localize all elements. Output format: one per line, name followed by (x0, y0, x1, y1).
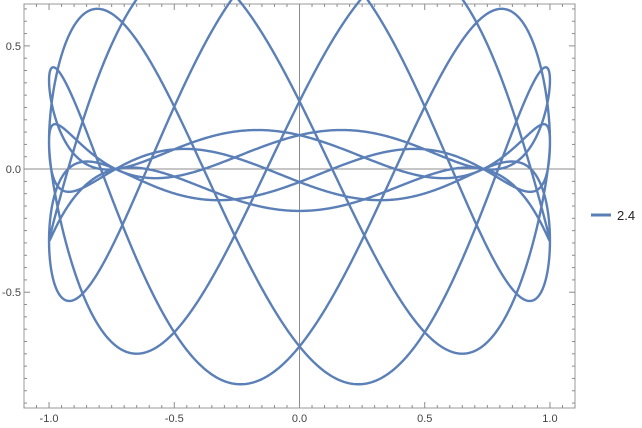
x-tick-label: 0.0 (292, 413, 307, 425)
axis-ticks (23, 4, 576, 408)
legend-label-2-4: 2.4 (617, 208, 635, 223)
x-tick-label: -1.0 (40, 413, 59, 425)
series-group (47, 0, 552, 386)
y-tick-label: -0.5 (2, 287, 21, 299)
y-tick-label: 0.5 (6, 41, 21, 53)
x-tick-label: 0.5 (417, 413, 432, 425)
legend: 2.4 (591, 208, 635, 223)
tick-labels: -1.0 -0.5 0.0 0.5 1.0 -0.5 0.0 0.5 (2, 41, 558, 425)
series-line-2-4 (47, 0, 552, 386)
x-tick-label: 1.0 (542, 413, 557, 425)
y-tick-label: 0.0 (6, 164, 21, 176)
x-tick-label: -0.5 (165, 413, 184, 425)
